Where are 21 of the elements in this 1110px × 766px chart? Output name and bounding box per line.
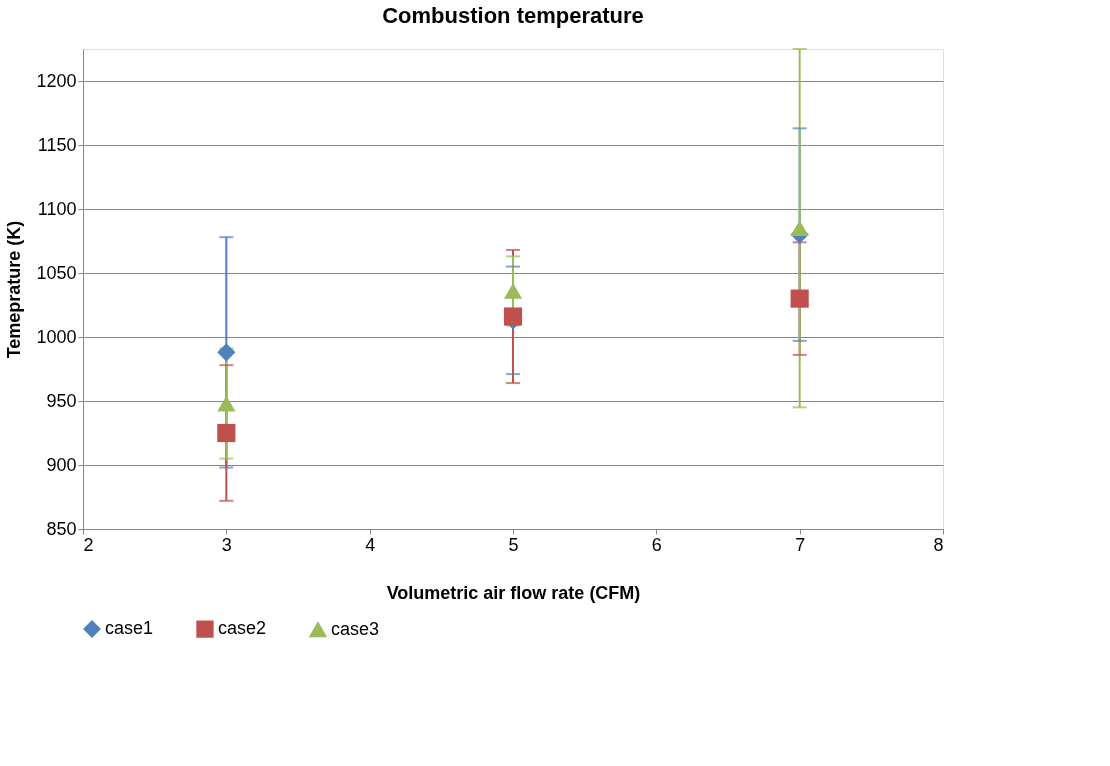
y-tick-label: 1150 xyxy=(37,134,77,155)
y-tick-label: 950 xyxy=(46,390,77,411)
y-tick-label: 1000 xyxy=(36,326,77,347)
y-tick-label: 1200 xyxy=(36,70,77,91)
legend-label: case3 xyxy=(331,618,380,639)
x-tick-label: 2 xyxy=(83,534,94,555)
x-tick-label: 7 xyxy=(795,534,806,555)
x-tick-label: 6 xyxy=(651,534,662,555)
y-tick-label: 850 xyxy=(46,518,77,539)
y-tick-label: 900 xyxy=(46,454,77,475)
x-tick-label: 5 xyxy=(508,534,519,555)
chart-title: Combustion temperature xyxy=(382,3,644,28)
y-tick-label: 1050 xyxy=(36,262,77,283)
x-tick-label: 4 xyxy=(365,534,376,555)
y-tick-label: 1100 xyxy=(37,198,77,219)
y-axis-title: Temeprature (K) xyxy=(4,220,25,359)
legend-label: case2 xyxy=(218,618,267,639)
x-tick-label: 8 xyxy=(933,534,944,555)
legend-label: case1 xyxy=(105,618,154,639)
x-tick-label: 3 xyxy=(221,534,232,555)
x-axis-title: Volumetric air flow rate (CFM) xyxy=(386,582,641,603)
